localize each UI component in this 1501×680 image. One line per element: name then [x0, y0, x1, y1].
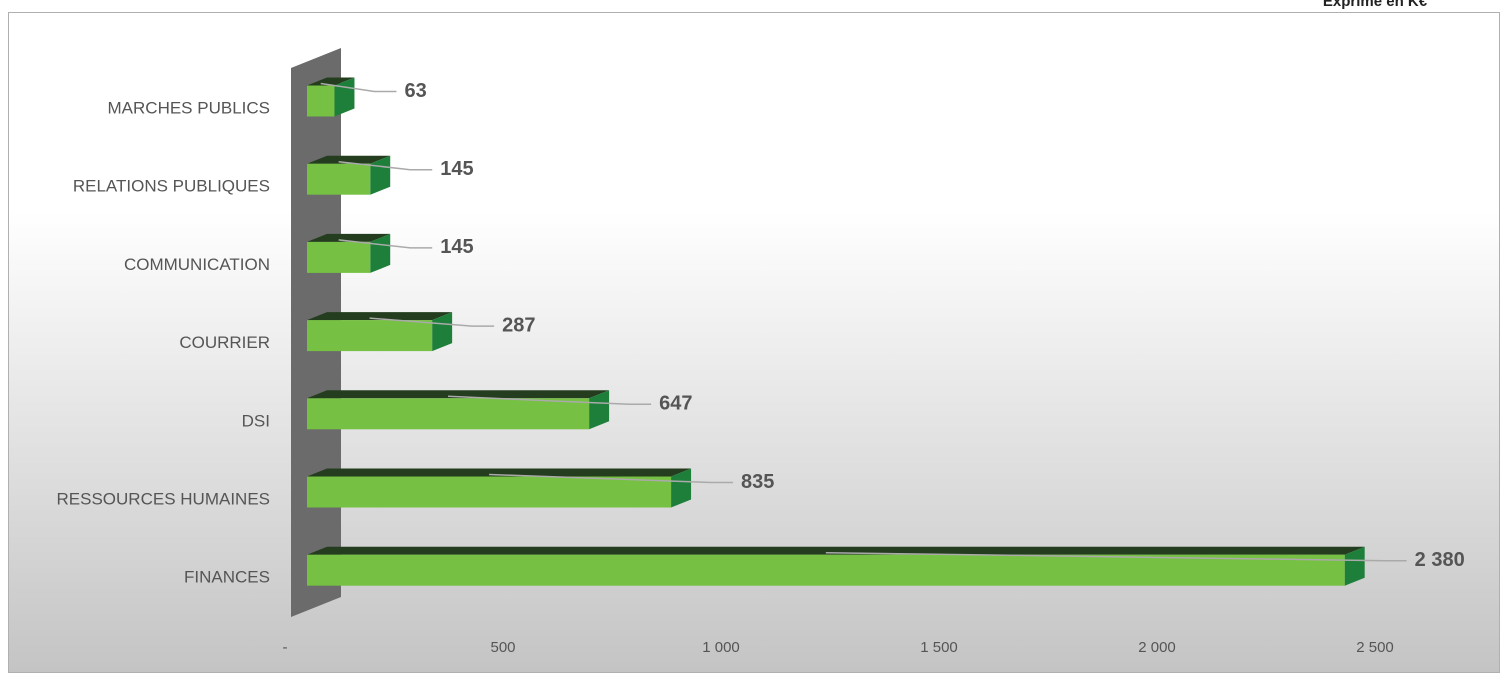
bar-top — [307, 77, 355, 86]
value-label: 63 — [404, 80, 426, 102]
value-label: 287 — [502, 314, 535, 336]
bar — [307, 398, 590, 430]
value-label: 145 — [440, 158, 473, 180]
y-tick-label: COURRIER — [179, 333, 270, 352]
value-label: 835 — [741, 471, 774, 493]
leader-line — [369, 317, 495, 327]
bar-side — [1344, 546, 1365, 586]
bar-side — [589, 390, 610, 430]
bar-side — [432, 312, 453, 352]
x-tick-label: 500 — [490, 639, 515, 656]
y-tick-label: DSI — [242, 411, 270, 430]
bar — [307, 320, 433, 352]
bar-top — [307, 468, 692, 477]
y-tick-label: RESSOURCES HUMAINES — [57, 489, 270, 508]
bar-top — [307, 390, 610, 399]
chart-title: Exprimé en K€ — [1323, 0, 1428, 10]
y-tick-label: FINANCES — [184, 568, 270, 587]
y-tick-label: COMMUNICATION — [124, 255, 270, 274]
bar-top — [307, 312, 453, 321]
bar — [307, 476, 672, 508]
leader-line — [489, 473, 734, 484]
x-tick-label: 2 500 — [1356, 639, 1394, 656]
x-tick-label: 1 000 — [702, 639, 740, 656]
x-tick-label: - — [283, 639, 288, 656]
bar — [307, 163, 371, 195]
leader-line — [320, 82, 397, 93]
value-label: 2 380 — [1415, 549, 1465, 571]
bar — [307, 241, 371, 273]
bar-top — [307, 233, 391, 242]
leader-line — [338, 239, 433, 249]
y-tick-label: RELATIONS PUBLIQUES — [73, 177, 270, 196]
leader-line — [338, 160, 433, 171]
y-tick-label: MARCHES PUBLICS — [108, 98, 270, 117]
bar — [307, 85, 335, 117]
value-label: 145 — [440, 236, 473, 258]
x-tick-label: 1 500 — [920, 639, 958, 656]
bar-side — [671, 468, 692, 508]
leader-line — [825, 551, 1407, 562]
value-label: 647 — [659, 393, 692, 415]
x-tick-label: 2 000 — [1138, 639, 1176, 656]
bar-top — [307, 155, 391, 164]
bar-top — [307, 546, 1365, 555]
leader-line — [448, 395, 652, 406]
bar — [307, 554, 1345, 586]
